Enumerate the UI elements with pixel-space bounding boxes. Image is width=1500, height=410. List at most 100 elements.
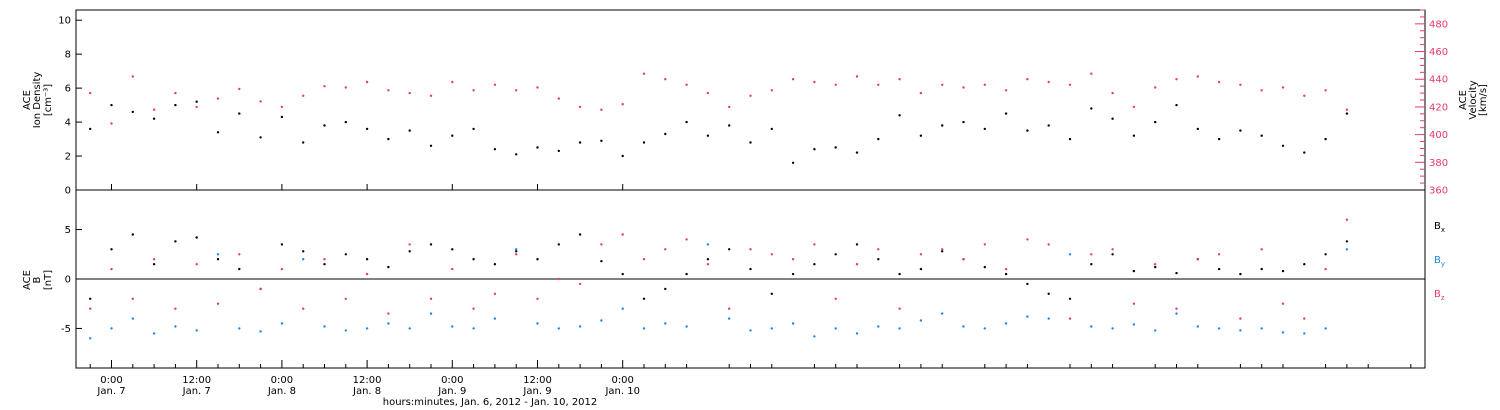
point-by [685,325,688,328]
point-bz [1090,253,1093,256]
point-bx [472,258,475,261]
point-bz [834,297,837,300]
x-tick-time: 0:00 [611,375,633,386]
point-bx [770,292,773,295]
point-bz [877,248,880,251]
point-density [1111,117,1114,120]
point-velocity [89,91,92,95]
point-density [791,161,795,164]
point-bz [1324,267,1327,271]
point-by [451,325,454,328]
point-by [216,253,220,256]
point-by [536,322,539,325]
point-velocity [706,91,710,95]
point-velocity [1068,83,1072,87]
point-velocity [1090,72,1093,75]
velocity-axis-label-line-2: Velocity [1468,80,1479,119]
point-density [1196,127,1200,131]
point-bx [685,272,688,276]
point-bz [621,233,624,236]
point-bx [1345,240,1349,243]
point-bz [749,248,752,251]
point-velocity [578,105,582,109]
point-density [302,141,305,144]
point-bx [600,260,603,263]
point-bz [216,302,220,305]
point-density [1260,134,1263,137]
point-density [685,120,688,124]
point-density [1239,129,1242,132]
point-bz [323,258,326,261]
point-bx [706,258,710,261]
point-velocity [1026,78,1029,81]
point-bz [706,263,710,266]
point-bz [983,243,986,246]
point-velocity [536,86,539,89]
point-velocity [1111,91,1114,95]
point-bx [493,263,497,266]
velocity-tick-label: 480 [1429,19,1448,30]
point-velocity [557,97,560,100]
density-axis-ticks: 0 2 4 6 8 10 [58,16,82,197]
density-axis-label-line-3: [cm⁻³] [43,84,54,116]
point-density [770,127,773,131]
point-bx [919,267,923,271]
point-velocity [600,108,603,111]
point-density [323,124,326,127]
point-density [1281,144,1285,147]
point-by [1345,248,1349,251]
point-density [1154,120,1157,124]
x-axis-label: hours:minutes, Jan. 6, 2012 - Jan. 10, 2… [383,397,598,408]
point-density [344,120,347,124]
point-bz [941,248,944,251]
point-velocity [238,87,241,91]
point-velocity [1281,86,1285,89]
density-tick-label: 8 [65,50,71,61]
point-bz [387,312,390,315]
x-tick-time: 0:00 [271,375,293,386]
point-density [578,141,582,144]
point-by [1026,315,1029,318]
point-velocity [642,72,646,75]
point-bx [642,297,646,300]
bottom-panel-magnetic-field: -5 0 5 ACE B [nT] Bx By Bz [22,189,1445,369]
x-tick-time: 0:00 [100,375,122,386]
density-axis-label-line-1: ACE [22,90,33,110]
point-velocity [962,86,965,89]
point-by [621,307,624,310]
point-bx [749,267,752,271]
velocity-axis-label-line-3: [km/s] [1478,84,1489,116]
point-by [770,327,773,330]
point-bx [834,253,837,256]
point-density [877,137,880,141]
point-density [813,148,816,151]
point-bx [1260,267,1263,271]
point-velocity [728,105,731,109]
top-panel-points [89,72,1349,164]
point-velocity [365,80,369,84]
point-bx [238,267,241,271]
point-bz [813,243,816,246]
point-bx [728,248,731,251]
point-density [898,114,901,117]
point-velocity [408,91,411,95]
velocity-tick-label: 420 [1429,102,1448,113]
point-by [1090,325,1093,328]
point-density [429,144,433,147]
point-bz [962,258,965,261]
point-bz [1281,302,1285,305]
point-by [642,327,646,330]
point-bz [1111,248,1114,251]
point-bz [1345,218,1349,221]
x-tick-time: 12:00 [353,375,382,386]
point-by [1239,329,1242,332]
point-bz [472,307,475,310]
point-density [110,103,113,107]
point-bx [1281,269,1285,273]
point-by [855,332,859,335]
point-density [919,134,923,137]
point-bz [302,307,305,310]
point-by [89,337,92,340]
point-bx [1111,253,1114,256]
